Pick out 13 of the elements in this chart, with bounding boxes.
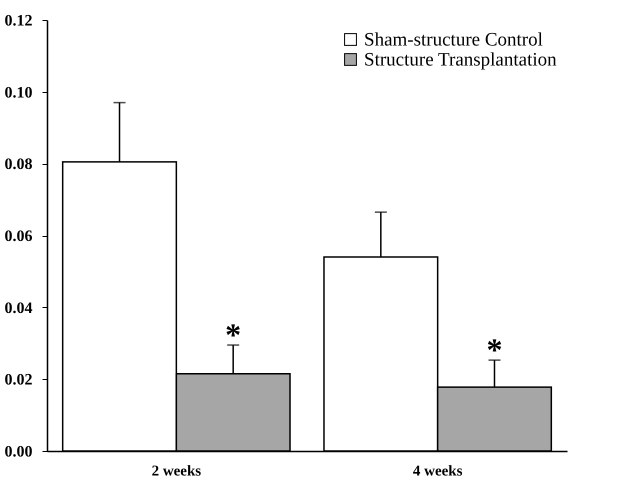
y-tick-label: 0.08 (4, 156, 32, 174)
y-tick-label: 0.04 (4, 300, 32, 317)
y-tick-label: 0.00 (4, 444, 32, 460)
y-tick-label: 0.10 (4, 84, 32, 102)
annotation: * (225, 316, 242, 353)
x-tick-label: 4 weeks (412, 464, 463, 480)
y-tick-label: 0.12 (4, 12, 32, 30)
y-tick-label: 0.06 (4, 228, 32, 245)
annotation: * (486, 332, 502, 368)
legend-label: Sham-structure Control (364, 30, 543, 50)
y-tick-label: 0.02 (4, 372, 32, 389)
x-tick-label: 2 weeks (152, 464, 202, 480)
legend-label: Structure Transplantation (364, 50, 558, 70)
